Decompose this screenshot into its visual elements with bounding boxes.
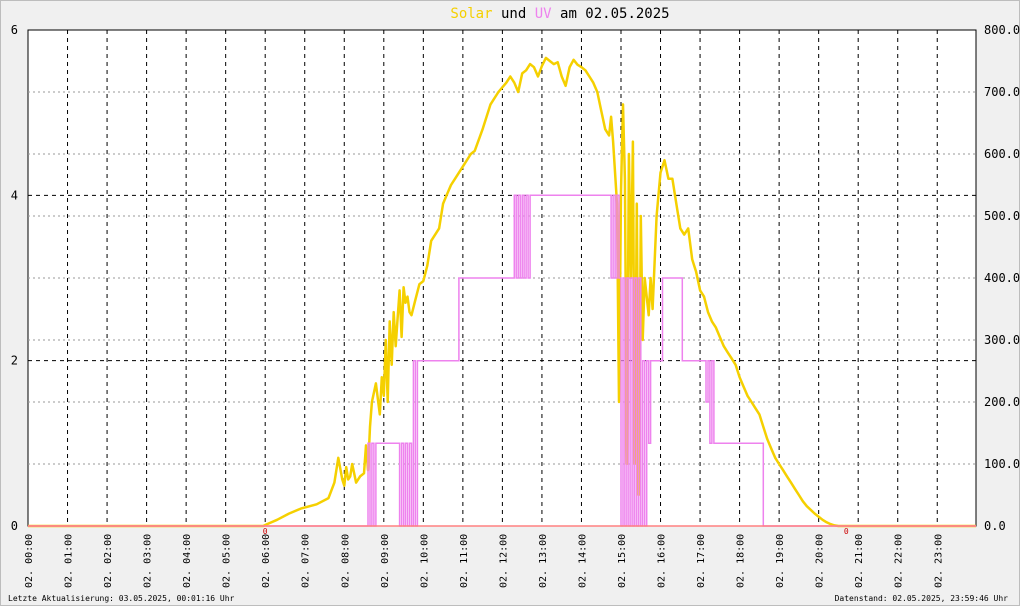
left-tick-label: 6	[11, 23, 18, 37]
right-tick-label: 800.0	[984, 23, 1020, 37]
title-und: und	[501, 6, 526, 22]
title-date: am 02.05.2025	[560, 6, 670, 22]
left-axis: 0 2 4 6	[11, 23, 18, 533]
series-layer	[28, 56, 976, 528]
x-tick-label: 02. 19:00	[775, 534, 786, 588]
footer-data-status: Datenstand: 02.05.2025, 23:59:46 Uhr	[835, 594, 1009, 603]
zero-marker-label: 0	[844, 527, 849, 536]
right-tick-label: 100.0	[984, 457, 1020, 471]
right-tick-label: 600.0	[984, 147, 1020, 161]
right-tick-label: 500.0	[984, 209, 1020, 223]
left-tick-label: 0	[11, 519, 18, 533]
x-tick-label: 02. 16:00	[657, 534, 668, 588]
x-tick-label: 02. 02:00	[103, 534, 114, 588]
x-tick-label: 02. 18:00	[736, 534, 747, 588]
right-tick-label: 200.0	[984, 395, 1020, 409]
footer-last-update: Letzte Aktualisierung: 03.05.2025, 00:01…	[8, 594, 235, 603]
x-tick-label: 02. 09:00	[380, 534, 391, 588]
right-axis: 0.0 100.0 200.0 300.0 400.0 500.0 600.0 700.0 80…	[984, 23, 1020, 533]
x-tick-label: 02. 17:00	[696, 534, 707, 588]
x-tick-label: 02. 06:00	[261, 534, 272, 588]
x-tick-label: 02. 14:00	[577, 534, 588, 588]
x-tick-label: 02. 05:00	[222, 534, 233, 588]
x-tick-label: 02. 22:00	[894, 534, 905, 588]
plot-area	[27, 29, 977, 528]
x-tick-label: 02. 20:00	[815, 534, 826, 588]
x-tick-label: 02. 07:00	[301, 534, 312, 588]
left-tick-label: 2	[11, 354, 18, 368]
right-tick-label: 400.0	[984, 271, 1020, 285]
title-solar: Solar	[450, 6, 492, 22]
x-tick-label: 02. 10:00	[419, 534, 430, 588]
x-tick-label: 02. 15:00	[617, 534, 628, 588]
zero-marker-label: 0	[263, 527, 268, 536]
x-tick-label: 02. 00:00	[24, 534, 35, 588]
title-uv: UV	[535, 6, 552, 22]
grid-lines	[28, 30, 976, 526]
x-tick-label: 02. 11:00	[459, 534, 470, 588]
right-tick-label: 0.0	[984, 519, 1006, 533]
series-uv-line	[28, 194, 976, 527]
x-tick-label: 02. 13:00	[538, 534, 549, 588]
x-tick-label: 02. 12:00	[498, 534, 509, 588]
right-tick-label: 300.0	[984, 333, 1020, 347]
x-tick-label: 02. 23:00	[933, 534, 944, 588]
right-tick-label: 700.0	[984, 85, 1020, 99]
x-tick-label: 02. 01:00	[64, 534, 75, 588]
left-tick-label: 4	[11, 188, 18, 202]
series-solar-line	[28, 56, 976, 528]
x-tick-label: 02. 08:00	[340, 534, 351, 588]
chart-title: Solar und UV am 02.05.2025	[450, 6, 669, 22]
x-tick-label: 02. 03:00	[143, 534, 154, 588]
x-tick-label: 02. 21:00	[854, 534, 865, 588]
x-tick-label: 02. 04:00	[182, 534, 193, 588]
x-axis: 02. 00:00 02. 01:00 02. 02:00 02. 03:00 02. …	[24, 534, 944, 588]
